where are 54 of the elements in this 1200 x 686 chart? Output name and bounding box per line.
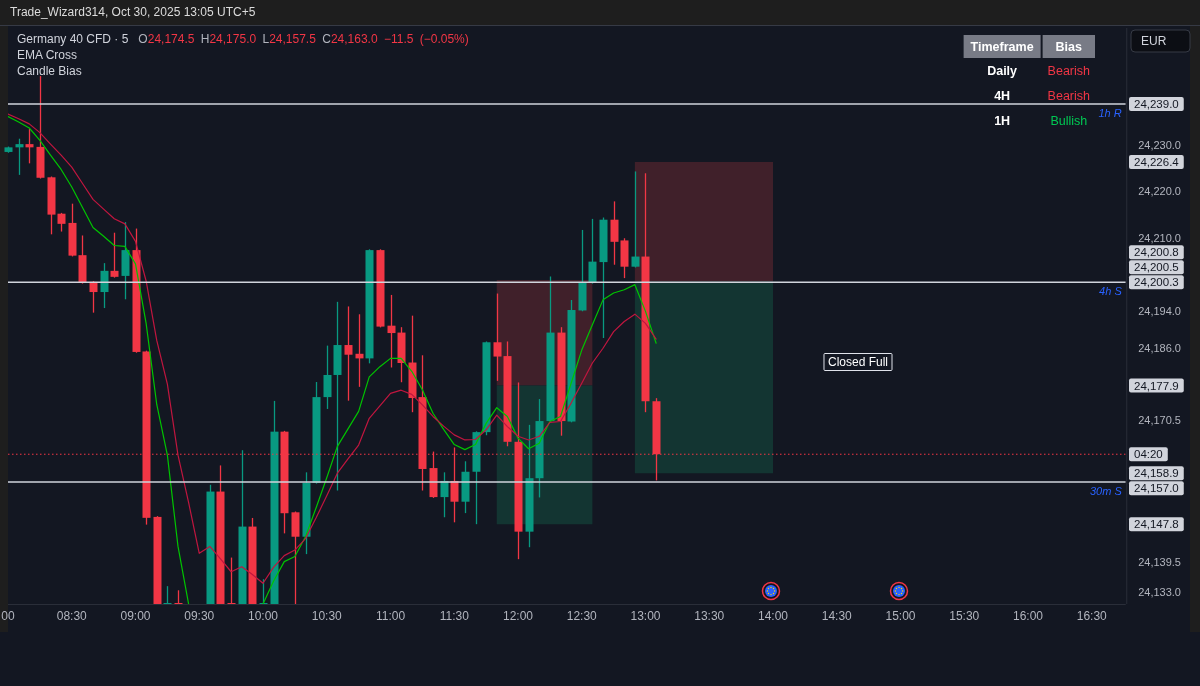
annotation: Timeframe	[970, 39, 1034, 54]
annotation: Bias	[1055, 39, 1083, 54]
text: 24,157.0	[1134, 482, 1179, 495]
y-tick-label: 24,170.5	[1138, 413, 1181, 426]
text: 24,147.8	[1134, 518, 1179, 531]
y-tick-label: 24,230.0	[1138, 139, 1181, 152]
category-label: 1H	[994, 114, 1011, 129]
text: Bullish	[1050, 114, 1088, 129]
x-tick-label: 15:00	[885, 609, 916, 623]
text: 24,200.3	[1134, 276, 1179, 289]
x-tick-label: 13:30	[694, 609, 725, 623]
x-tick-label: 08:30	[56, 609, 88, 623]
text: 24,200.8	[1134, 246, 1179, 259]
text: 24,200.5	[1134, 261, 1179, 274]
text: Bearish	[1047, 89, 1090, 104]
text: 24,158.9	[1134, 467, 1179, 480]
x-tick-label: 14:30	[821, 609, 853, 623]
y-tick-label: 24,194.0	[1138, 305, 1181, 318]
text: Trade_Wizard314, Oct 30, 2025 13:05 UTC+5	[10, 5, 256, 19]
y-tick-label: 24,139.5	[1138, 556, 1181, 569]
x-tick-label: 14:00	[757, 609, 789, 623]
text: 24,226.4	[1134, 156, 1180, 169]
x-tick-label: 11:00	[375, 609, 406, 623]
category-label: Daily	[987, 64, 1018, 79]
category-label: 4H	[994, 89, 1011, 104]
x-tick-label: 15:30	[949, 609, 980, 623]
annotation: Closed Full	[827, 355, 889, 370]
x-tick-label: 00	[1, 609, 15, 623]
y-axis-title: EUR	[1141, 34, 1167, 48]
annotation: EMA Cross	[17, 48, 78, 62]
x-tick-label: 09:30	[184, 609, 215, 623]
text: 24,239.0	[1134, 98, 1179, 111]
x-tick-label: 16:00	[1012, 609, 1044, 623]
x-tick-label: 11:30	[439, 609, 470, 623]
x-tick-label: 16:30	[1076, 609, 1108, 623]
x-tick-label: 12:30	[566, 609, 598, 623]
x-tick-label: 13:00	[630, 609, 661, 623]
x-tick-label: 09:00	[120, 609, 151, 623]
x-tick-label: 12:00	[502, 609, 534, 623]
text: 24,177.9	[1134, 379, 1179, 392]
ref-line-label: 30m S	[1089, 484, 1123, 497]
y-tick-label: 24,220.0	[1138, 185, 1181, 198]
y-tick-label: 24,186.0	[1138, 342, 1181, 355]
text: Bearish	[1047, 64, 1090, 79]
ref-line-label: 1h R	[1098, 107, 1122, 120]
ref-line-label: 4h S	[1099, 285, 1123, 298]
y-tick-label: 24,133.0	[1138, 586, 1181, 599]
chart-title: Germany 40 CFD · 5	[17, 32, 129, 46]
text: 04:20	[1134, 448, 1163, 461]
y-tick-label: 24,210.0	[1138, 231, 1181, 244]
x-tick-label: 10:30	[311, 609, 343, 623]
x-tick-label: 10:00	[247, 609, 279, 623]
annotation: Candle Bias	[17, 64, 82, 78]
text: O24,174.5 H24,175.0 L24,157.5 C24,163.0 −11.5 (−0.05%)	[138, 32, 469, 46]
